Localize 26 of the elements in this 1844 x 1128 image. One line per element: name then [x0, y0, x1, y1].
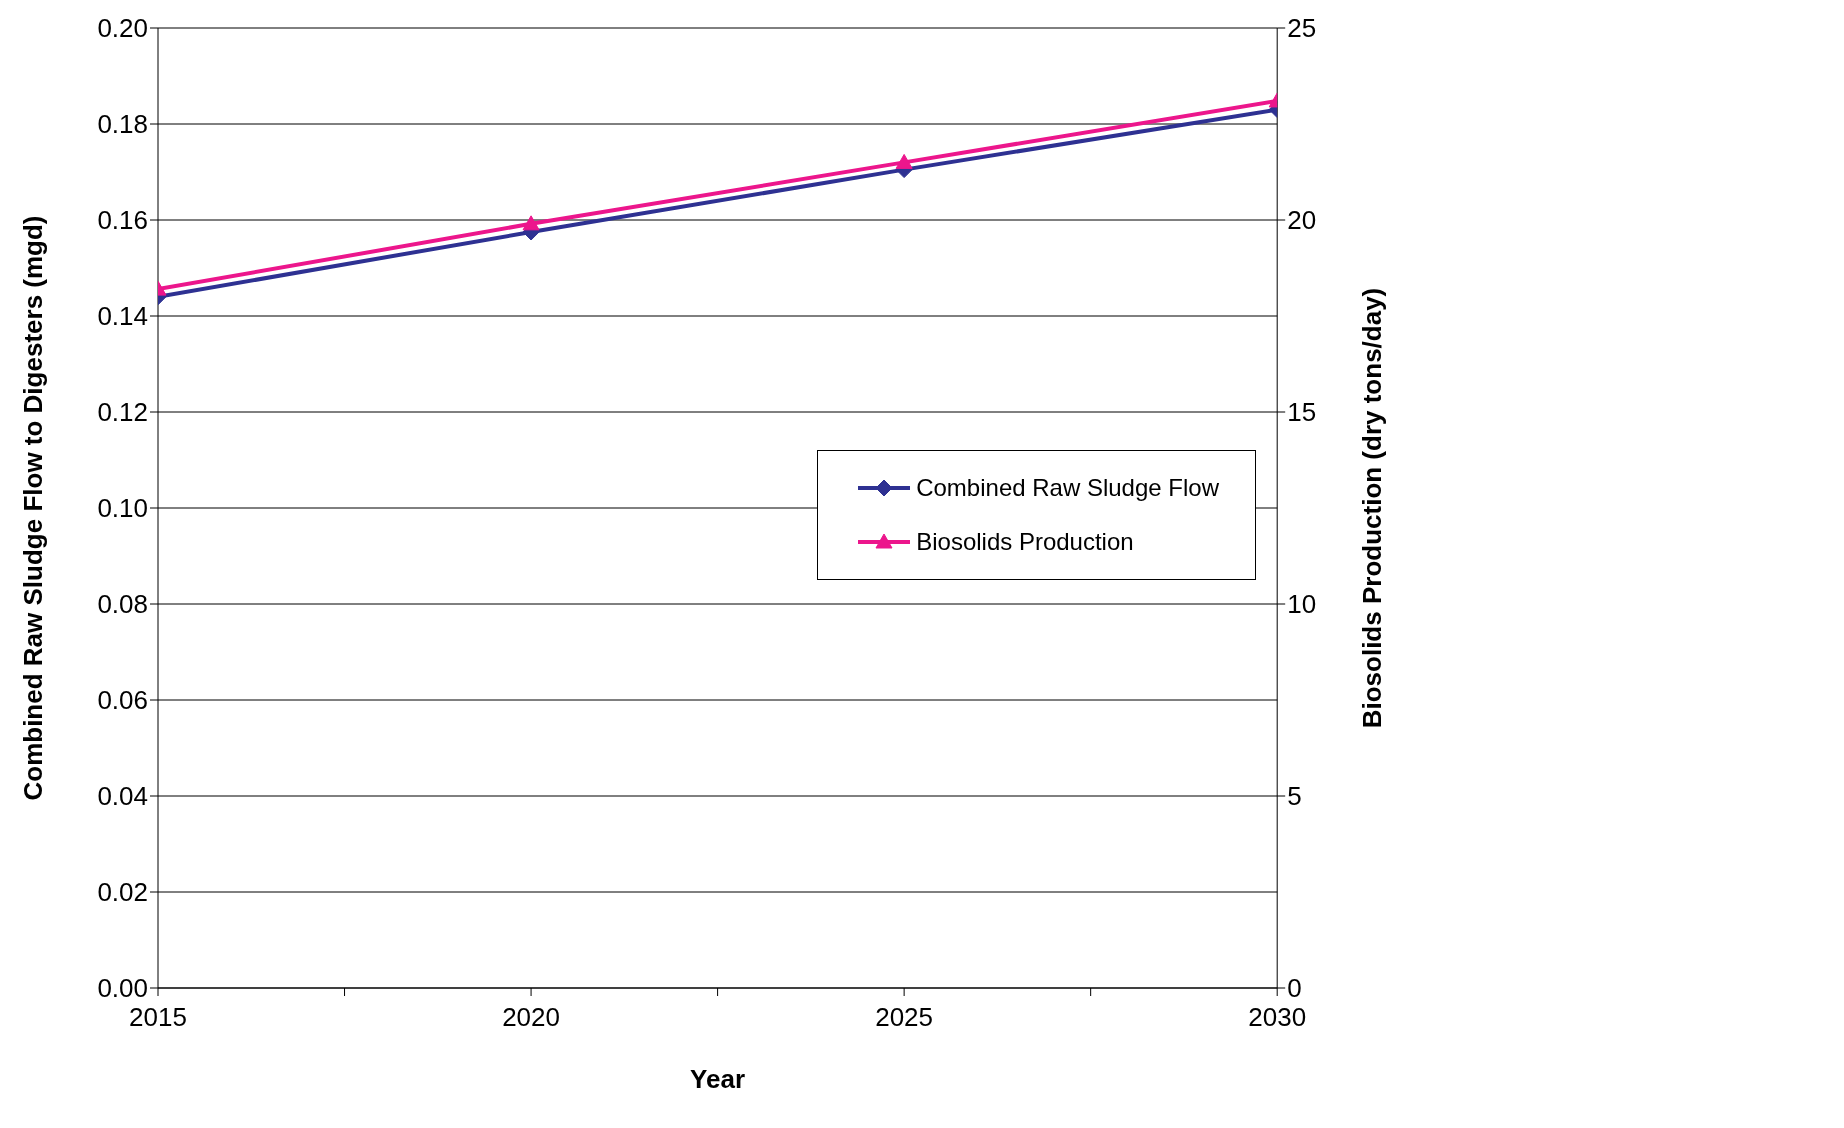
y-tick-label: 0.08: [97, 589, 148, 620]
y2-axis-title: Biosolids Production (dry tons/day): [1357, 287, 1388, 729]
y-axis-title: Combined Raw Sludge Flow to Digesters (mgd): [18, 215, 49, 801]
y2-tick-label: 10: [1287, 589, 1317, 620]
y2-tick-label: 15: [1287, 397, 1317, 428]
legend-label: Biosolids Production: [916, 527, 1134, 557]
y-tick-label: 0.16: [97, 205, 148, 236]
x-tick-label: 2020: [502, 1002, 560, 1033]
x-tick-label: 2025: [875, 1002, 934, 1033]
y-tick-label: 0.14: [97, 301, 148, 332]
y2-tick-label: 5: [1287, 781, 1302, 812]
x-tick-label: 2015: [129, 1002, 187, 1033]
y-tick-label: 0.00: [97, 973, 148, 1004]
y-tick-label: 0.06: [97, 685, 148, 716]
y-tick-label: 0.10: [97, 493, 148, 524]
y-tick-label: 0.04: [97, 781, 148, 812]
y-tick-label: 0.02: [97, 877, 148, 908]
y-tick-label: 0.20: [97, 13, 148, 44]
legend-label: Combined Raw Sludge Flow: [916, 473, 1219, 503]
y2-tick-label: 25: [1287, 13, 1317, 44]
y2-tick-label: 0: [1287, 973, 1302, 1004]
x-axis-title: Year: [690, 1064, 746, 1094]
y-tick-label: 0.12: [97, 397, 148, 428]
x-tick-label: 2030: [1248, 1002, 1307, 1033]
y-tick-label: 0.18: [97, 109, 148, 140]
y2-tick-label: 20: [1287, 205, 1317, 236]
